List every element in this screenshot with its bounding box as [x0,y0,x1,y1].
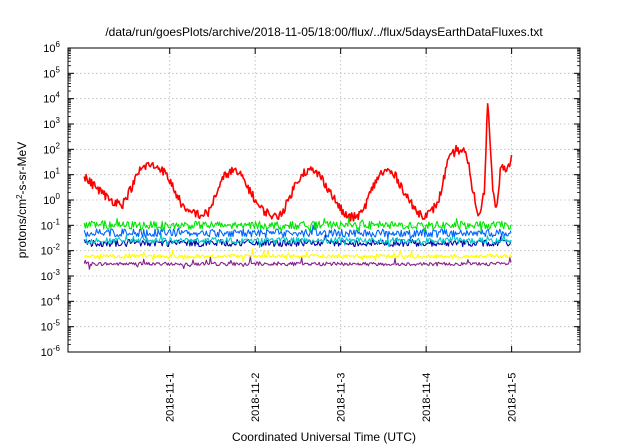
y-tick-label: 10-2 [41,243,61,258]
y-axis-label-pre: protons/cm [15,199,29,258]
y-tick-base: 10 [41,246,53,258]
y-tick-exponent: 2 [56,141,61,150]
y-tick-label: 106 [43,40,60,55]
series-line-1 [83,103,513,222]
y-tick-label: 10-4 [41,293,61,308]
series-line-6 [84,248,512,262]
y-tick-label: 10-5 [41,319,61,334]
series-line-2 [83,216,512,233]
x-tick-label: 2018-11-4 [421,373,433,422]
y-tick-exponent: -1 [53,217,61,226]
series-line-7 [83,255,512,270]
y-tick-base: 10 [43,119,55,131]
y-tick-exponent: -6 [53,344,61,353]
y-tick-exponent: -3 [53,268,61,277]
series-line-3 [83,222,512,240]
y-tick-base: 10 [41,322,53,334]
y-tick-base: 10 [43,68,55,80]
grid [68,48,580,352]
x-tick-label: 2018-11-2 [250,373,262,422]
chart-title: /data/run/goesPlots/archive/2018-11-05/1… [105,25,543,39]
y-tick-exponent: -4 [53,293,61,302]
series-layer [83,103,513,270]
y-tick-exponent: 1 [56,167,61,176]
x-axis-label: Coordinated Universal Time (UTC) [232,430,416,444]
y-tick-exponent: -2 [53,243,61,252]
y-tick-base: 10 [43,195,55,207]
x-tick-label: 2018-11-1 [165,373,177,422]
y-tick-exponent: 3 [56,116,61,125]
y-tick-label: 10-3 [41,268,61,283]
x-axis: 2018-11-1 2018-11-2 2018-11-3 2018-11-4 2018… [165,48,519,422]
y-tick-exponent: 0 [56,192,61,201]
y-tick-base: 10 [41,296,53,308]
y-tick-base: 10 [41,220,53,232]
y-tick-base: 10 [43,144,55,156]
y-axis-label: protons/cm2-s-sr-MeV [15,142,29,258]
y-tick-exponent: 5 [56,65,61,74]
y-tick-base: 10 [43,170,55,182]
y-axis-label-sup: 2 [15,194,24,199]
y-axis-label-post: -s-sr-MeV [15,142,29,195]
y-tick-label: 10-1 [41,217,61,232]
y-tick-base: 10 [41,347,53,359]
y-tick-label: 100 [43,192,60,207]
y-tick-label: 102 [43,141,60,156]
y-tick-exponent: -5 [53,319,61,328]
x-tick-label: 2018-11-5 [507,373,519,422]
y-tick-exponent: 6 [56,40,61,49]
y-tick-exponent: 4 [56,91,61,100]
x-tick-label: 2018-11-3 [336,373,348,422]
y-tick-label: 103 [43,116,60,131]
y-tick-base: 10 [41,271,53,283]
y-tick-base: 10 [43,94,55,106]
series-line-4 [84,232,512,248]
y-tick-label: 101 [43,167,60,182]
y-tick-label: 105 [43,65,60,80]
y-axis: 10-610-510-410-310-210-11001011021031041… [41,40,580,359]
y-tick-label: 10-6 [41,344,61,359]
y-tick-label: 104 [43,91,60,106]
y-tick-base: 10 [43,43,55,55]
